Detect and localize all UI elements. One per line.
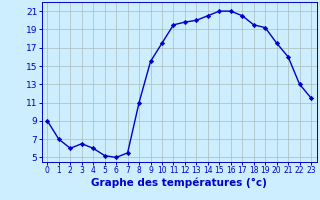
X-axis label: Graphe des températures (°c): Graphe des températures (°c) (91, 178, 267, 188)
